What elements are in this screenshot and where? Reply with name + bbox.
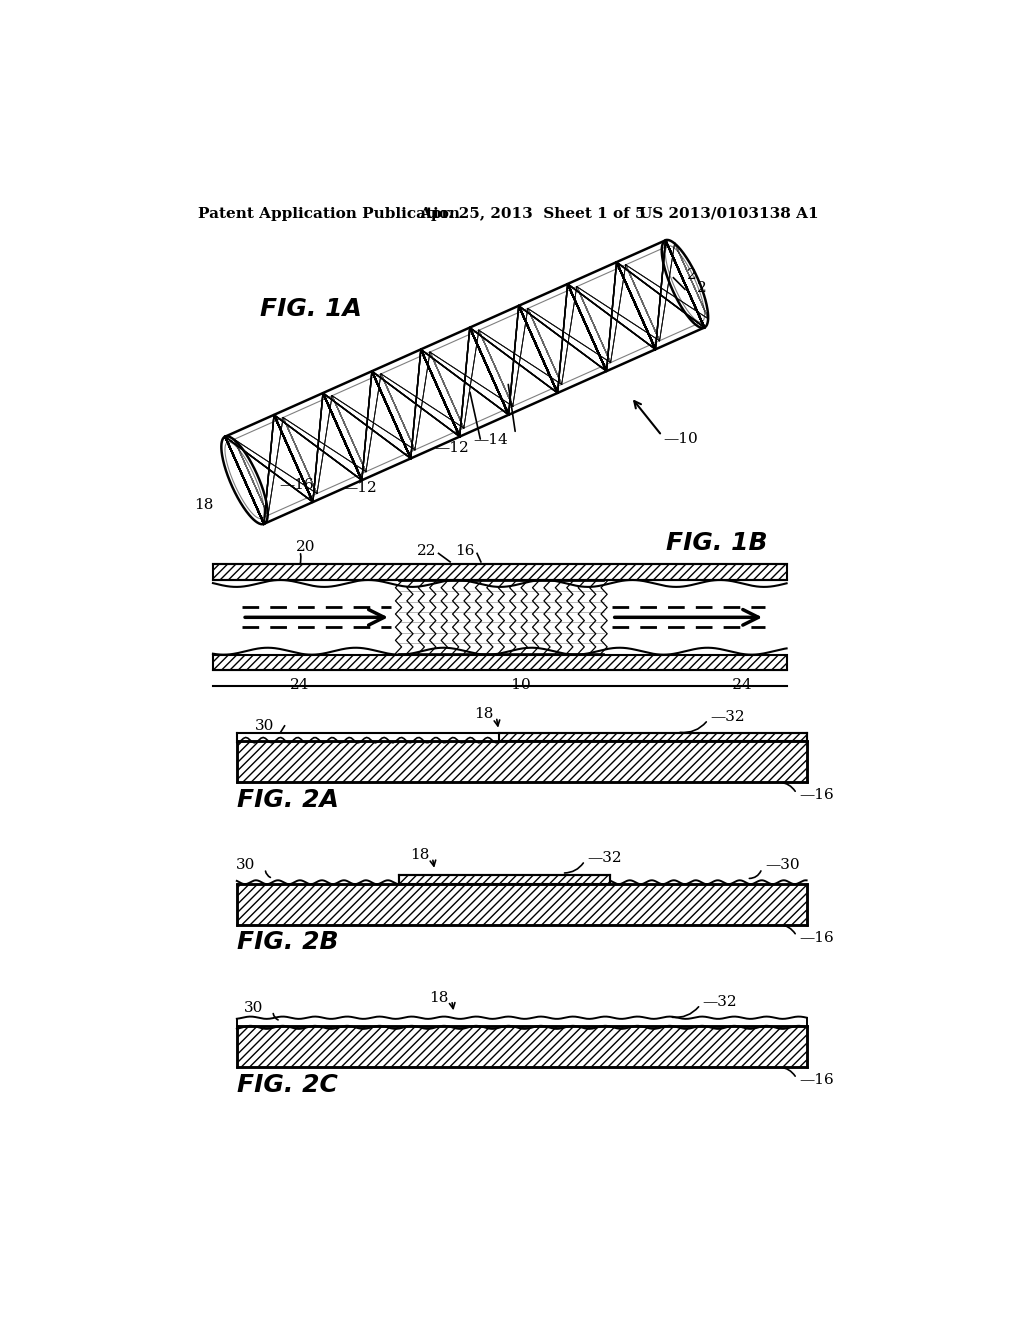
Bar <box>499 733 807 742</box>
Text: Apr. 25, 2013  Sheet 1 of 5: Apr. 25, 2013 Sheet 1 of 5 <box>419 207 646 220</box>
Text: 20: 20 <box>296 540 315 554</box>
Text: 24: 24 <box>290 678 309 692</box>
Bar <box>237 1026 807 1067</box>
Bar <box>237 884 807 924</box>
Bar <box>398 875 609 884</box>
Bar <box>237 742 807 781</box>
Text: —32: —32 <box>702 994 737 1008</box>
Text: 18: 18 <box>475 708 494 721</box>
Text: 18: 18 <box>410 849 429 862</box>
Text: 18: 18 <box>195 498 214 512</box>
Bar <box>213 564 786 579</box>
Text: 2: 2 <box>686 268 696 282</box>
Text: FIG. 2A: FIG. 2A <box>237 788 339 812</box>
Bar <box>237 1026 807 1067</box>
Text: FIG. 1B: FIG. 1B <box>667 532 768 556</box>
Text: —12: —12 <box>342 480 377 495</box>
Text: 18: 18 <box>429 991 449 1005</box>
Bar <box>398 875 609 884</box>
Bar <box>213 655 786 671</box>
Text: 2: 2 <box>696 281 707 294</box>
Text: —10: —10 <box>664 433 698 446</box>
Bar <box>237 884 807 924</box>
Text: —10: —10 <box>497 678 531 692</box>
Text: —16: —16 <box>799 1073 834 1088</box>
Text: —16: —16 <box>799 788 834 803</box>
Text: FIG. 2C: FIG. 2C <box>237 1073 338 1097</box>
Text: —14: —14 <box>473 433 508 447</box>
Bar <box>237 742 807 781</box>
Text: 16: 16 <box>456 544 475 558</box>
Text: 30: 30 <box>254 719 273 733</box>
Text: 30: 30 <box>236 858 255 873</box>
Text: —16: —16 <box>280 478 313 492</box>
Bar <box>499 733 807 742</box>
Text: FIG. 1A: FIG. 1A <box>260 297 361 321</box>
Text: —32: —32 <box>711 710 745 723</box>
Text: —30: —30 <box>766 858 801 873</box>
Bar <box>213 564 786 579</box>
Text: —24: —24 <box>717 678 752 692</box>
Text: 30: 30 <box>244 1001 263 1015</box>
Text: —12: —12 <box>434 441 469 455</box>
Bar <box>213 655 786 671</box>
Text: US 2013/0103138 A1: US 2013/0103138 A1 <box>639 207 818 220</box>
Text: —32: —32 <box>587 850 622 865</box>
Text: —16: —16 <box>799 931 834 945</box>
Text: Patent Application Publication: Patent Application Publication <box>199 207 461 220</box>
Text: 22: 22 <box>417 544 436 558</box>
Text: FIG. 2B: FIG. 2B <box>237 931 338 954</box>
